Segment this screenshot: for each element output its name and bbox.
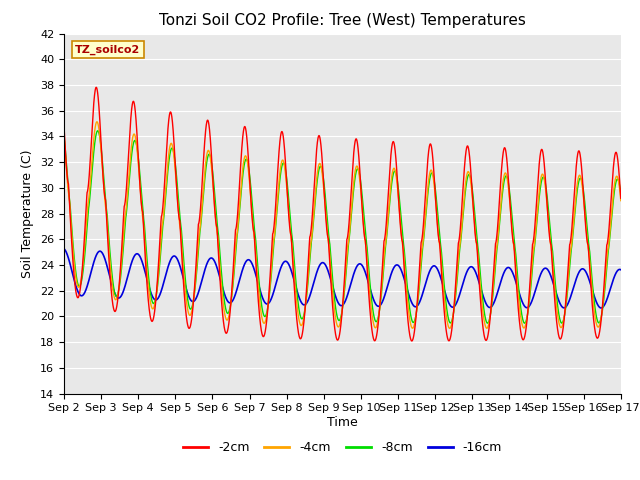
-8cm [60,133,68,139]
-4cm [193,267,200,273]
-2cm [310,193,317,199]
-8cm [617,191,625,196]
-16cm [189,299,197,304]
-2cm [270,224,278,230]
-16cm [612,269,620,275]
-4cm [310,213,317,218]
Line: -2cm: -2cm [64,87,621,341]
-16cm [270,288,278,294]
-16cm [310,281,317,287]
-8cm [94,128,102,133]
-16cm [195,288,203,293]
-4cm [195,229,203,235]
Title: Tonzi Soil CO2 Profile: Tree (West) Temperatures: Tonzi Soil CO2 Profile: Tree (West) Temp… [159,13,526,28]
-4cm [60,133,68,139]
-2cm [60,123,68,129]
-4cm [93,119,100,125]
-16cm [597,305,605,311]
-4cm [446,325,454,331]
-2cm [612,150,620,156]
-8cm [195,237,203,243]
-2cm [92,84,100,90]
Line: -16cm: -16cm [64,249,621,308]
Legend: -2cm, -4cm, -8cm, -16cm: -2cm, -4cm, -8cm, -16cm [178,436,507,459]
-8cm [270,239,278,244]
-2cm [193,256,200,262]
-16cm [193,295,200,301]
Line: -8cm: -8cm [64,131,621,323]
-8cm [310,217,317,223]
-16cm [617,267,625,273]
-8cm [189,298,197,304]
-8cm [612,178,620,183]
Y-axis label: Soil Temperature (C): Soil Temperature (C) [22,149,35,278]
-2cm [617,195,625,201]
-4cm [617,198,625,204]
-2cm [408,338,415,344]
-2cm [195,218,203,224]
-4cm [270,236,278,242]
-4cm [189,299,197,304]
-4cm [612,173,620,179]
-8cm [193,272,200,278]
-2cm [189,300,197,305]
-16cm [60,246,68,252]
Line: -4cm: -4cm [64,122,621,328]
-8cm [521,320,529,326]
Text: TZ_soilco2: TZ_soilco2 [75,44,140,55]
X-axis label: Time: Time [327,416,358,429]
